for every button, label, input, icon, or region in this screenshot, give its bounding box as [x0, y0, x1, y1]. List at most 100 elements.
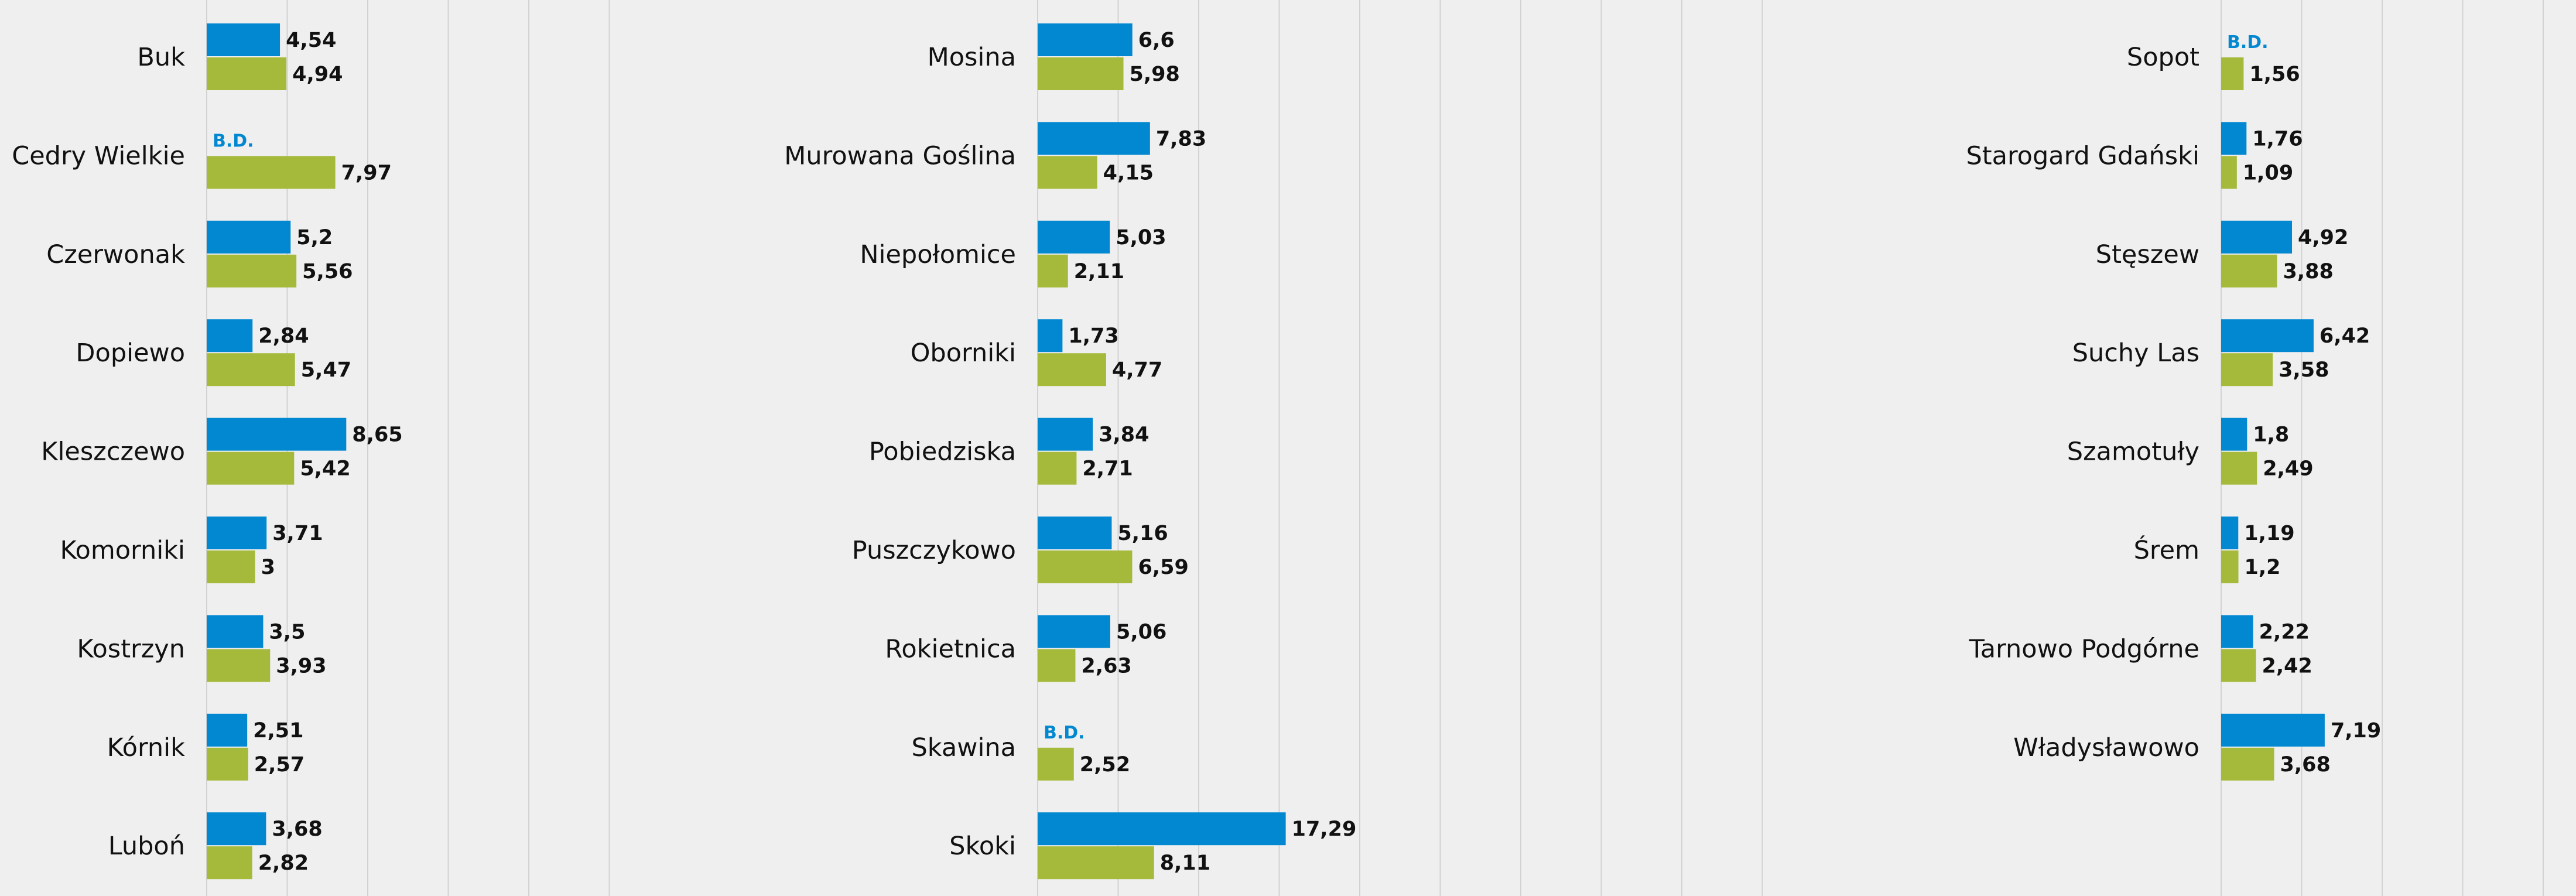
value-label: 7,97	[341, 161, 392, 184]
bar-series-2	[207, 550, 255, 583]
bar-series-2	[1038, 254, 1068, 288]
bar-series-1	[207, 812, 266, 846]
bar-series-1	[2221, 615, 2253, 648]
bar-series-1	[207, 517, 267, 549]
value-label: 7,83	[1156, 127, 1206, 151]
value-label: 3,68	[272, 818, 322, 841]
value-label: 5,03	[1116, 226, 1166, 249]
bar-series-1	[1038, 319, 1063, 353]
no-data-label: B.D.	[2227, 32, 2269, 53]
value-label: 1,56	[2249, 63, 2300, 86]
value-label: 3,71	[272, 522, 323, 545]
bar-series-2	[1038, 649, 1076, 682]
bar-series-2	[1038, 846, 1154, 880]
bar-series-1	[1038, 418, 1093, 451]
value-label: 1,73	[1068, 324, 1118, 348]
value-label: 5,47	[301, 358, 351, 382]
value-label: 5,98	[1130, 63, 1180, 86]
bar-series-2	[2221, 452, 2257, 485]
bar-series-2	[2221, 156, 2237, 189]
value-label: 2,63	[1081, 654, 1131, 678]
category-label: Cedry Wielkie	[12, 141, 185, 170]
value-label: 8,11	[1160, 851, 1210, 875]
bar-series-1	[1038, 615, 1110, 648]
bar-series-1	[2221, 122, 2247, 155]
value-label: 3,58	[2279, 358, 2329, 382]
bar-series-1	[2221, 517, 2239, 549]
value-label: 2,42	[2262, 654, 2312, 678]
value-label: 2,71	[1082, 457, 1133, 481]
value-label: 1,76	[2252, 127, 2303, 151]
bar-series-1	[1038, 812, 1286, 846]
category-label: Kórnik	[107, 733, 185, 762]
value-label: 1,2	[2245, 556, 2281, 579]
value-label: 2,22	[2259, 620, 2310, 644]
bar-series-1	[2221, 319, 2314, 353]
bar-series-1	[1038, 122, 1150, 155]
bar-series-2	[2221, 57, 2244, 90]
category-label: Oborniki	[911, 338, 1016, 368]
bar-series-2	[1038, 353, 1106, 387]
category-label: Murowana Goślina	[784, 141, 1016, 170]
chart-panel-1: Buk 4,54 4,94 Cedry Wielkie B.D. 7,97 Czerwona…	[12, 0, 610, 896]
chart-panel-3: Sopot B.D. 1,56 Starogard Gdański 1,76 1,09 St…	[1966, 0, 2544, 896]
value-label: 2,84	[258, 324, 309, 348]
category-label: Buk	[137, 43, 185, 72]
bar-series-2	[2221, 353, 2273, 387]
bar-series-1	[207, 319, 253, 353]
value-label: 2,49	[2263, 457, 2313, 481]
value-label: 3,68	[2280, 753, 2331, 777]
category-label: Niepołomice	[860, 240, 1016, 269]
category-label: Kostrzyn	[77, 634, 185, 664]
category-label: Luboń	[108, 832, 185, 861]
bar-series-2	[207, 156, 336, 189]
bar-series-2	[2221, 254, 2277, 288]
bar-series-2	[207, 649, 271, 682]
category-label: Tarnowo Podgórne	[1969, 634, 2199, 664]
chart-panel-2: Mosina 6,6 5,98 Murowana Goślina 7,834,15 Nie…	[784, 0, 1763, 896]
value-label: 4,77	[1112, 358, 1162, 382]
bar-series-1	[2221, 713, 2325, 747]
category-label: Puszczykowo	[852, 536, 1016, 565]
bar-series-1	[207, 615, 264, 648]
category-label: Suchy Las	[2072, 338, 2199, 368]
value-label: 8,65	[352, 423, 402, 447]
category-label: Pobiedziska	[869, 437, 1016, 467]
bar-series-1	[2221, 220, 2293, 254]
bar-series-1	[207, 23, 280, 56]
value-label: 2,11	[1074, 260, 1124, 283]
value-label: 2,82	[258, 851, 309, 875]
bar-series-2	[207, 846, 252, 880]
bar-series-2	[207, 353, 295, 387]
bar-series-2	[2221, 747, 2274, 781]
value-label: 1,19	[2244, 522, 2294, 545]
category-label: Śrem	[2134, 535, 2199, 565]
category-label: Starogard Gdański	[1966, 141, 2199, 170]
bar-series-1	[207, 418, 347, 451]
value-label: 7,19	[2331, 719, 2381, 743]
category-label: Komorniki	[60, 536, 185, 565]
bar-series-2	[207, 57, 287, 90]
no-data-label: B.D.	[213, 131, 254, 151]
category-label: Mosina	[928, 43, 1016, 72]
value-label: 2,57	[254, 753, 305, 777]
bar-series-1	[1038, 23, 1133, 56]
value-label: 3,93	[276, 654, 326, 678]
category-label: Szamotuły	[2067, 437, 2199, 467]
bar-series-2	[1038, 747, 1074, 781]
bar-series-1	[1038, 517, 1112, 549]
value-label: 4,94	[292, 63, 343, 86]
value-label: 6,59	[1138, 556, 1188, 579]
value-label: 3,88	[2283, 260, 2333, 283]
category-label: Skawina	[911, 733, 1016, 762]
value-label: 4,54	[286, 29, 336, 52]
value-label: 17,29	[1292, 818, 1357, 841]
bar-series-1	[2221, 418, 2247, 451]
bar-series-2	[207, 452, 295, 485]
category-label: Dopiewo	[76, 338, 185, 368]
bar-series-2	[1038, 156, 1097, 189]
category-label: Skoki	[949, 832, 1016, 861]
value-label: 5,56	[302, 260, 353, 283]
